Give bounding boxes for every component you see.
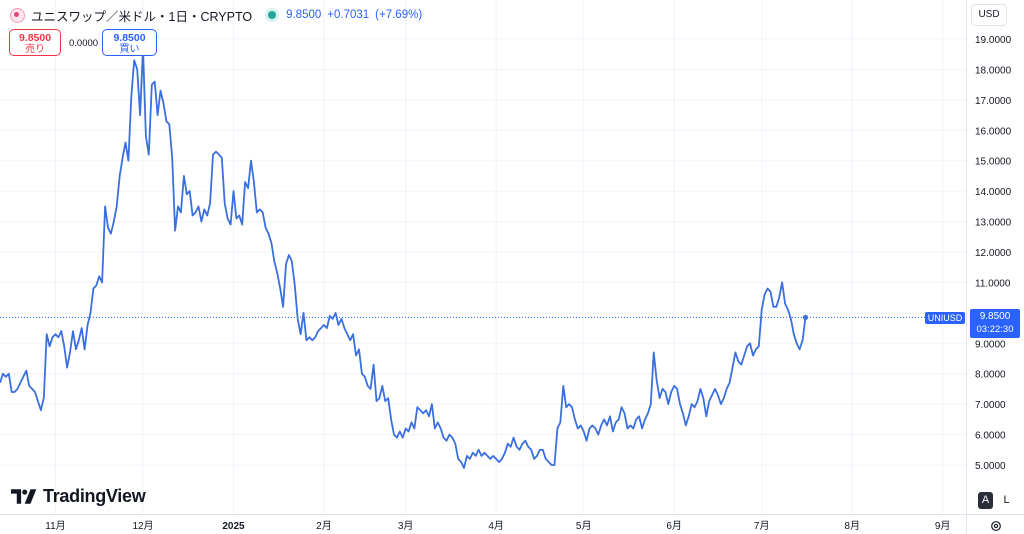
y-tick-label: 14.0000: [975, 187, 1012, 198]
y-tick-label: 5.0000: [975, 461, 1006, 472]
y-tick-label: 18.0000: [975, 65, 1012, 76]
y-tick-label: 6.0000: [975, 431, 1006, 442]
x-tick-label: 11月: [45, 520, 65, 532]
last-price-value: 9.8500: [979, 311, 1011, 322]
y-tick-label: 11.0000: [975, 278, 1011, 289]
x-tick-label: 3月: [398, 520, 414, 532]
last-price: 9.8500: [286, 9, 322, 21]
y-tick-label: 9.0000: [975, 339, 1006, 350]
x-tick-label: 12月: [132, 520, 153, 532]
x-tick-label: 5月: [576, 520, 592, 532]
tradingview-logo-icon: [11, 489, 37, 504]
sell-button[interactable]: 9.8500 売り: [9, 29, 61, 56]
y-tick-label: 16.0000: [975, 126, 1012, 137]
settings-gear-icon[interactable]: [990, 520, 1002, 532]
spread-value: 0.0000: [69, 38, 99, 49]
y-tick-label: 13.0000: [975, 218, 1012, 229]
x-tick-label: 2025: [222, 521, 245, 532]
price-change-percent: (+7.69%): [375, 9, 423, 21]
x-tick-label: 2月: [316, 520, 332, 532]
currency-button[interactable]: USD: [971, 4, 1007, 26]
last-point-marker: [802, 314, 809, 321]
x-tick-label: 6月: [666, 520, 682, 532]
y-tick-label: 12.0000: [975, 248, 1012, 259]
sell-price: 9.8500: [18, 32, 52, 44]
brand-name: TradingView: [43, 486, 146, 506]
y-tick-label: 19.0000: [975, 35, 1012, 46]
y-tick-label: 15.0000: [975, 157, 1012, 168]
x-tick-label: 8月: [844, 520, 860, 532]
chart-header: ユニスワップ／米ドル・1日・CRYPTO 9.8500 +0.7031 (+7.…: [10, 6, 428, 24]
x-tick-label: 9月: [935, 520, 951, 532]
symbol-price-label: UNIUSD: [925, 312, 965, 324]
auto-scale-button[interactable]: A: [978, 492, 993, 509]
price-change: +0.7031: [327, 9, 370, 21]
sell-label: 売り: [25, 44, 45, 55]
y-tick-label: 17.0000: [975, 96, 1012, 107]
uniswap-coin-icon: [10, 7, 25, 23]
y-tick-label: 8.0000: [975, 370, 1006, 381]
tradingview-logo[interactable]: TradingView: [11, 486, 146, 507]
buy-price: 9.8500: [113, 32, 146, 44]
bar-countdown: 03:22:30: [976, 324, 1014, 335]
buy-button[interactable]: 9.8500 買い: [102, 29, 157, 56]
symbol-title[interactable]: ユニスワップ／米ドル・1日・CRYPTO: [31, 9, 253, 24]
x-tick-label: 7月: [754, 520, 770, 532]
log-scale-button[interactable]: L: [1003, 494, 1010, 506]
last-price-label: 9.8500 03:22:30: [970, 309, 1020, 338]
y-tick-label: 7.0000: [975, 400, 1006, 411]
x-tick-label: 4月: [488, 520, 504, 532]
market-status-icon: [268, 11, 277, 19]
buy-label: 買い: [119, 44, 140, 55]
price-series-line: [0, 47, 807, 469]
